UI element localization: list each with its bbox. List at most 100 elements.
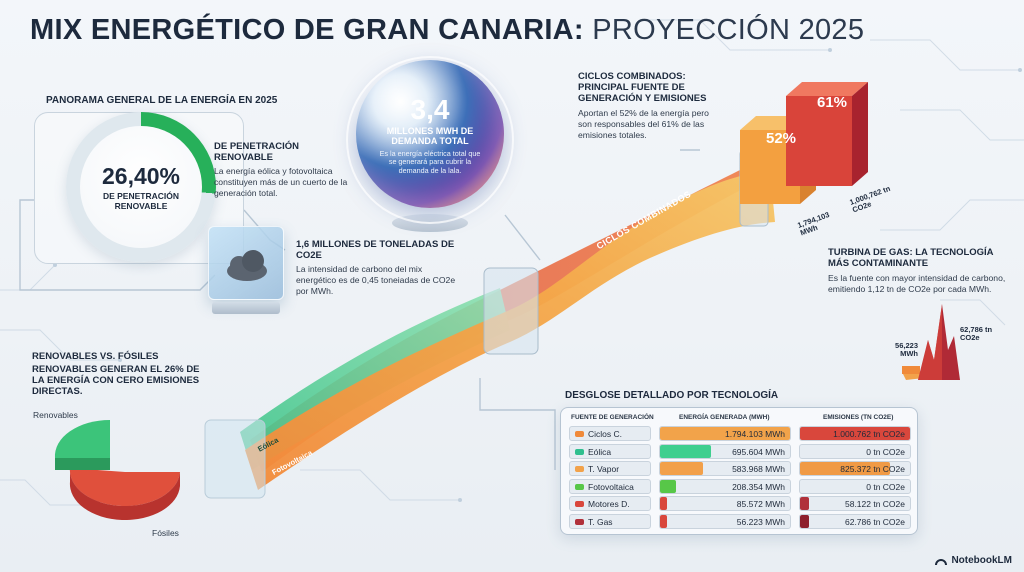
row-energy: 85.572 MWh xyxy=(659,496,791,511)
row-emissions-value: 1.000.762 tn CO2e xyxy=(833,429,905,439)
row-emissions-value: 0 tn CO2e xyxy=(866,446,905,457)
overview-side-body: La energía eólica y fotovoltaica constit… xyxy=(214,165,348,199)
emissions-body: La intensidad de carbono del mix energét… xyxy=(296,263,456,297)
row-emissions-value: 825.372 tn CO2e xyxy=(840,464,905,474)
row-energy: 208.354 MWh xyxy=(659,478,791,494)
row-emissions: 0 tn CO2e xyxy=(799,443,911,459)
row-emissions: 0 tn CO2e xyxy=(799,478,911,494)
gas-mwh-label: 56,223 MWh xyxy=(895,341,918,359)
row-energy: 56.223 MWh xyxy=(659,513,791,529)
source-color-swatch xyxy=(575,518,584,525)
gas-turbine-text: TURBINA DE GAS: LA TECNOLOGÍA MÁS CONTAM… xyxy=(828,247,1008,295)
energy-bar xyxy=(660,479,676,493)
combined-cycles-body: Aportan el 52% de la energía pero son re… xyxy=(578,107,709,141)
gas-turbine-body: Es la fuente con mayor intensidad de car… xyxy=(828,272,1006,295)
sphere-glass xyxy=(346,56,514,224)
source-color-swatch xyxy=(575,466,584,472)
row-emissions: 58.122 tn CO2e xyxy=(799,496,911,511)
demand-body: Es la energía eléctrica total que se gen… xyxy=(379,148,481,176)
ring-value: 26,40% xyxy=(101,162,180,189)
emissions-bar xyxy=(800,497,809,510)
energy-bar xyxy=(660,462,703,475)
table-row: Eólica 695.604 MWh 0 tn CO2e xyxy=(569,443,911,459)
combined-cycles-header: CICLOS COMBINADOS: PRINCIPAL FUENTE DE G… xyxy=(578,71,707,104)
row-energy-value: 695.604 MWh xyxy=(732,446,785,457)
notebooklm-logo-icon xyxy=(935,558,948,565)
col-header-energy: ENERGÍA GENERADA (MWh) xyxy=(679,414,770,421)
pct-energy-label: 52% xyxy=(766,130,797,147)
row-source: Fotovoltaica xyxy=(569,478,651,494)
source-color-swatch xyxy=(575,483,584,490)
brand-text: NotebookLM xyxy=(951,555,1012,566)
table-title: DESGLOSE DETALLADO POR TECNOLOGÍA xyxy=(565,390,779,401)
emissions-bar xyxy=(800,427,910,440)
fossils-pie-label: Fósiles xyxy=(152,528,179,538)
col-header-emissions: EMISIONES (tn CO2e) xyxy=(823,414,894,421)
row-energy-value: 1.794.103 MWh xyxy=(724,429,785,439)
cloud-icon xyxy=(227,250,267,281)
row-emissions: 825.372 tn CO2e xyxy=(799,461,911,476)
page-title: MIX ENERGÉTICO DE GRAN CANARIA: PROYECCI… xyxy=(30,14,865,46)
rvf-header: RENOVABLES VS. FÓSILES xyxy=(32,351,159,362)
row-source-label: T. Vapor xyxy=(588,464,620,474)
combined-cycles-blocks xyxy=(740,82,868,204)
energy-bar xyxy=(660,514,667,528)
renewables-pie-label: Renovables xyxy=(33,410,78,420)
detail-table: FUENTE DE GENERACIÓN ENERGÍA GENERADA (M… xyxy=(560,407,918,535)
energy-bar xyxy=(660,497,667,510)
row-energy-value: 208.354 MWh xyxy=(732,481,785,492)
row-energy: 583.968 MWh xyxy=(659,461,791,476)
row-source-label: Ciclos C. xyxy=(588,429,623,439)
overview-side-header: DE PENETRACIÓN RENOVABLE xyxy=(214,141,299,163)
energy-bar xyxy=(660,427,790,440)
ring-label: DE PENETRACIÓN RENOVABLE xyxy=(102,190,180,211)
table-row: T. Vapor 583.968 MWh 825.372 tn CO2e xyxy=(569,461,911,476)
source-color-swatch xyxy=(575,431,584,437)
row-source-label: Fotovoltaica xyxy=(588,481,634,492)
table-row: Motores D. 85.572 MWh 58.122 tn CO2e xyxy=(569,496,911,511)
cloud-cube-icon xyxy=(208,226,284,300)
emissions-text: 1,6 MILLONES DE TONELADAS DE CO2e La int… xyxy=(296,239,458,297)
row-source: Eólica xyxy=(569,443,651,459)
combined-cycles-text: CICLOS COMBINADOS: PRINCIPAL FUENTE DE G… xyxy=(578,71,714,141)
row-emissions-value: 58.122 tn CO2e xyxy=(844,499,905,509)
ring-center: 26,40% DE PENETRACIÓN RENOVABLE xyxy=(80,126,202,248)
emissions-bar xyxy=(800,514,809,528)
row-source-label: Motores D. xyxy=(588,499,630,509)
gas-turbine-header: TURBINA DE GAS: LA TECNOLOGÍA MÁS CONTAM… xyxy=(828,247,994,269)
row-emissions-value: 0 tn CO2e xyxy=(866,481,905,492)
renewables-vs-fossils-text: RENOVABLES VS. FÓSILES RENOVABLES GENERA… xyxy=(32,351,200,398)
overview-header: PANORAMA GENERAL DE LA ENERGÍA EN 2025 xyxy=(46,95,278,106)
rvf-body: RENOVABLES GENERAN EL 26% DE LA ENERGÍA … xyxy=(32,363,200,397)
row-energy-value: 56.223 MWh xyxy=(736,516,785,527)
row-energy: 1.794.103 MWh xyxy=(659,426,791,441)
row-source: Ciclos C. xyxy=(569,426,651,441)
gas-turbine-spikes xyxy=(902,304,960,380)
row-source-label: T. Gas xyxy=(588,516,613,527)
pct-emissions-label: 61% xyxy=(817,94,848,111)
row-emissions: 62.786 tn CO2e xyxy=(799,513,911,529)
row-energy-value: 85.572 MWh xyxy=(736,499,785,509)
table-row: Fotovoltaica 208.354 MWh 0 tn CO2e xyxy=(569,478,911,494)
row-emissions-value: 62.786 tn CO2e xyxy=(844,516,905,527)
gas-co2-label: 62,786 tn CO2e xyxy=(960,325,993,343)
cube-base xyxy=(212,302,280,314)
demand-text: 3,4 MILLONES MWh DE DEMANDA TOTAL Es la … xyxy=(376,96,484,176)
brand-label: NotebookLM xyxy=(935,555,1012,566)
energy-bar xyxy=(660,444,711,458)
row-source-label: Eólica xyxy=(588,446,612,457)
source-color-swatch xyxy=(575,448,584,455)
emissions-bar xyxy=(800,462,891,475)
col-header-source: FUENTE DE GENERACIÓN xyxy=(571,414,654,421)
renewables-fossils-pie xyxy=(54,419,180,521)
source-color-swatch xyxy=(575,501,584,507)
demand-value: 3,4 xyxy=(410,94,450,125)
overview-side-text: DE PENETRACIÓN RENOVABLE La energía eóli… xyxy=(214,141,354,199)
row-source: T. Vapor xyxy=(569,461,651,476)
row-emissions: 1.000.762 tn CO2e xyxy=(799,426,911,441)
emissions-header: 1,6 MILLONES DE TONELADAS DE CO2e xyxy=(296,239,455,261)
row-energy: 695.604 MWh xyxy=(659,443,791,459)
table-row: Ciclos C. 1.794.103 MWh 1.000.762 tn CO2e xyxy=(569,426,911,441)
row-source: Motores D. xyxy=(569,496,651,511)
